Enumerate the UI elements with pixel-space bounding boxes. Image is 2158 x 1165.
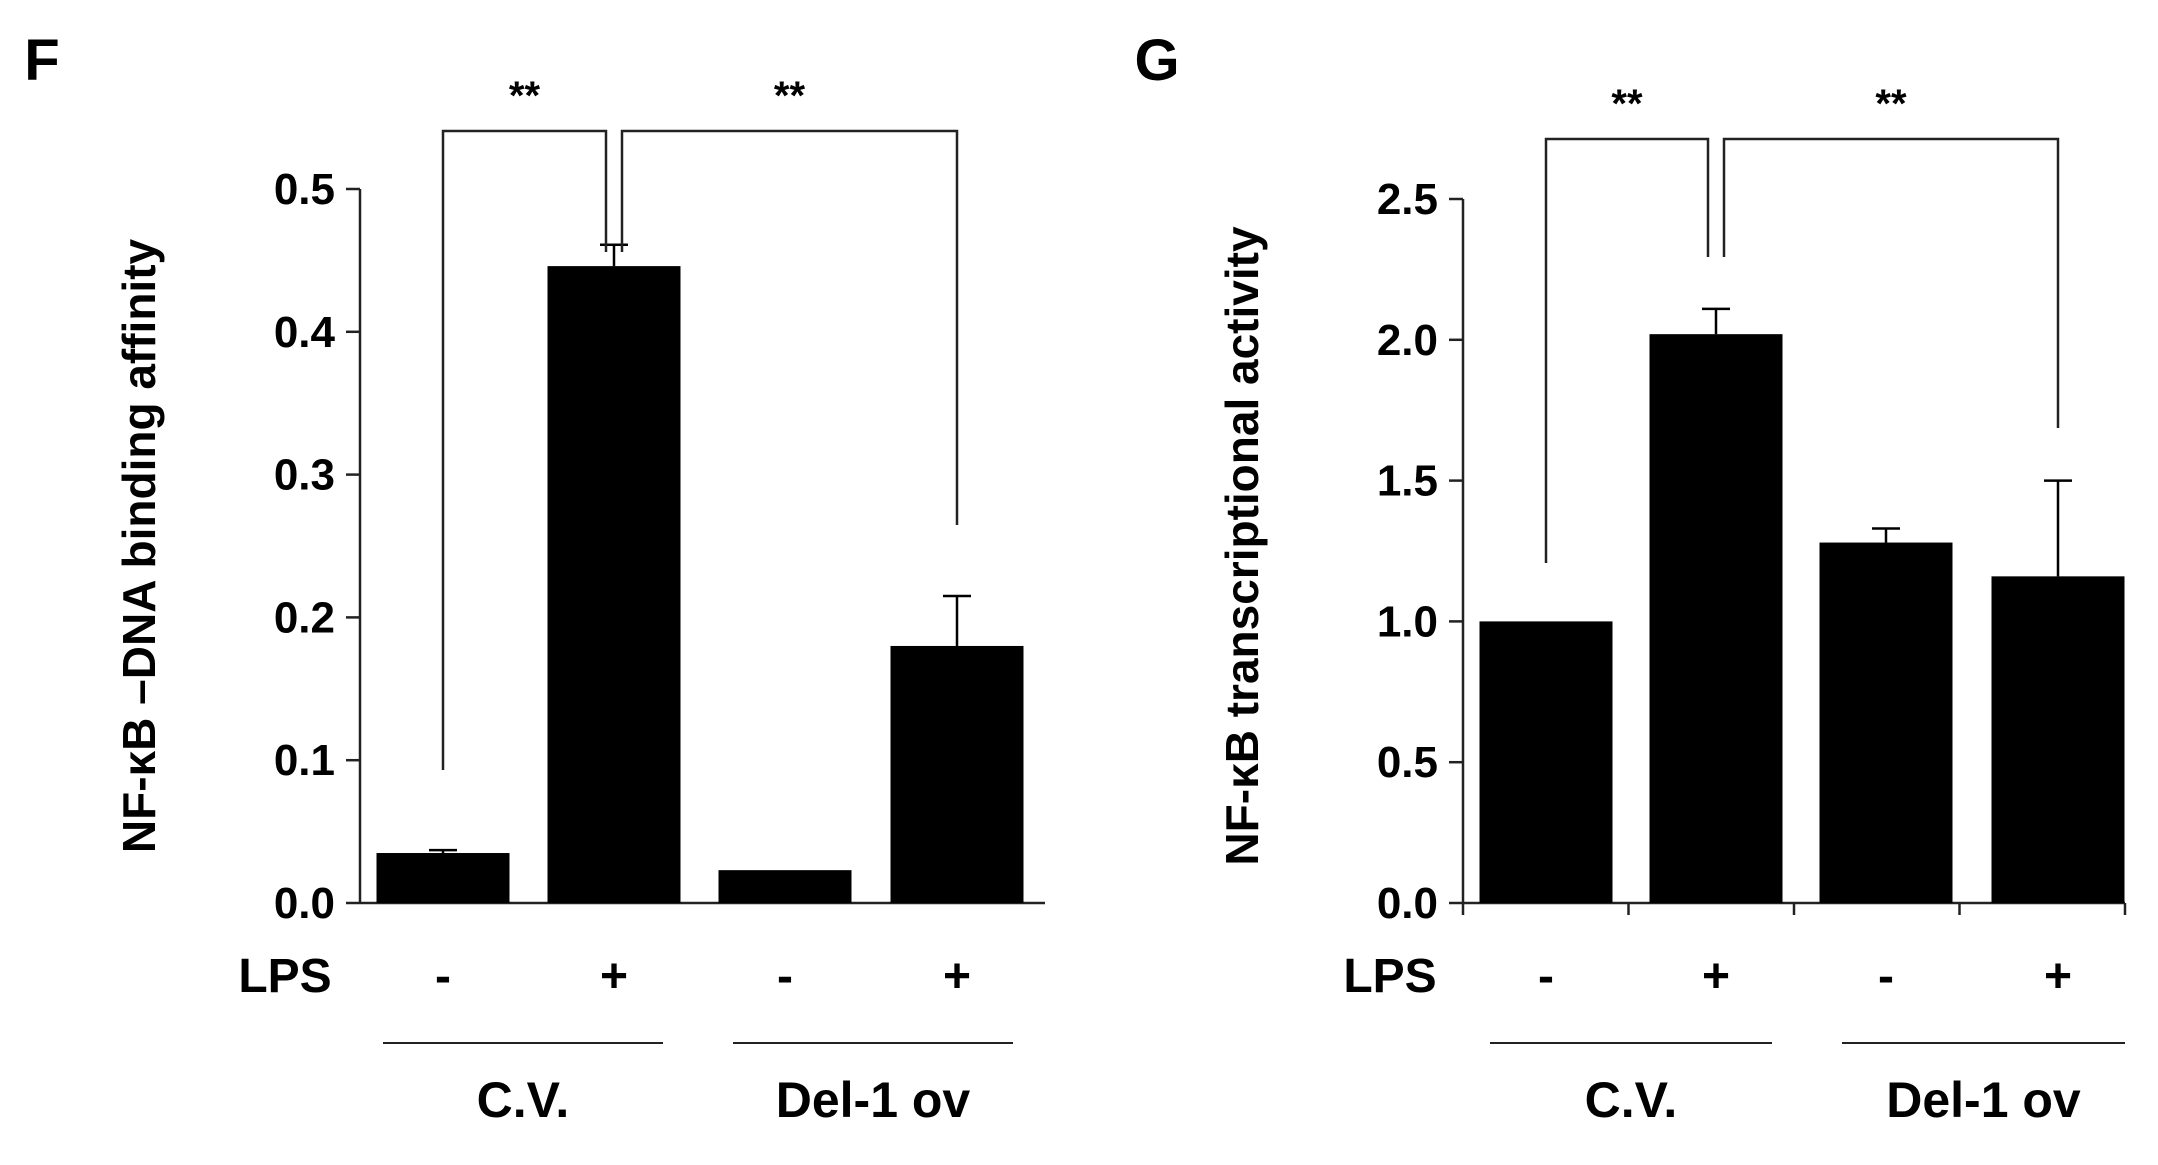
x-tick-label: - <box>1878 950 1894 1003</box>
bar <box>547 266 681 903</box>
x-tick-label: + <box>2044 950 2072 1003</box>
y-tick-label: 0.1 <box>274 736 335 785</box>
y-tick-label: 1.5 <box>1377 457 1438 506</box>
group-label: Del-1 ov <box>776 1072 971 1128</box>
x-tick-label: - <box>777 950 793 1003</box>
y-tick-label: 2.0 <box>1377 316 1438 365</box>
lps-row-label: LPS <box>238 950 331 1003</box>
panel-label: G <box>1134 28 1179 93</box>
significance-label: ** <box>509 74 541 118</box>
y-axis-label: NF-κB –DNA binding affinity <box>113 238 165 853</box>
group-label: C.V. <box>1585 1072 1678 1128</box>
significance-label: ** <box>1875 82 1907 126</box>
significance-bracket <box>620 129 959 525</box>
bar <box>1819 542 1953 903</box>
significance-label: ** <box>774 74 806 118</box>
y-axis-label: NF-κB transcriptional activity <box>1216 226 1268 866</box>
significance-bracket <box>1722 137 2060 428</box>
y-tick-label: 2.5 <box>1377 175 1438 224</box>
y-tick-label: 1.0 <box>1377 597 1438 646</box>
panel-g: G NF-κB transcriptional activity 0.0 0.5 1.0… <box>1134 28 2127 1128</box>
bar <box>1479 621 1613 903</box>
group-label: Del-1 ov <box>1886 1072 2081 1128</box>
y-tick-label: 0.5 <box>1377 738 1438 787</box>
x-tick-label: + <box>600 950 628 1003</box>
x-tick-label: - <box>435 950 451 1003</box>
bar <box>376 853 510 903</box>
x-tick-label: + <box>1702 950 1730 1003</box>
panel-f: F NF-κB –DNA binding affinity 0.0 0.1 0.2 0.3… <box>24 28 1045 1128</box>
significance-bracket <box>1544 137 1710 563</box>
y-tick-label: 0.5 <box>274 165 335 214</box>
x-tick-label: - <box>1538 950 1554 1003</box>
significance-bracket <box>441 129 608 770</box>
significance-label: ** <box>1611 82 1643 126</box>
panel-label: F <box>24 28 59 93</box>
y-tick-label: 0.0 <box>274 879 335 928</box>
group-label: C.V. <box>477 1072 570 1128</box>
bar <box>1649 334 1783 904</box>
y-tick-label: 0.0 <box>1377 879 1438 928</box>
y-tick-label: 0.4 <box>274 308 336 357</box>
bar <box>890 645 1024 903</box>
lps-row-label: LPS <box>1343 950 1436 1003</box>
bar <box>1991 576 2125 903</box>
bar <box>718 870 852 903</box>
y-tick-label: 0.3 <box>274 451 335 500</box>
x-tick-label: + <box>943 950 971 1003</box>
y-tick-label: 0.2 <box>274 593 335 642</box>
